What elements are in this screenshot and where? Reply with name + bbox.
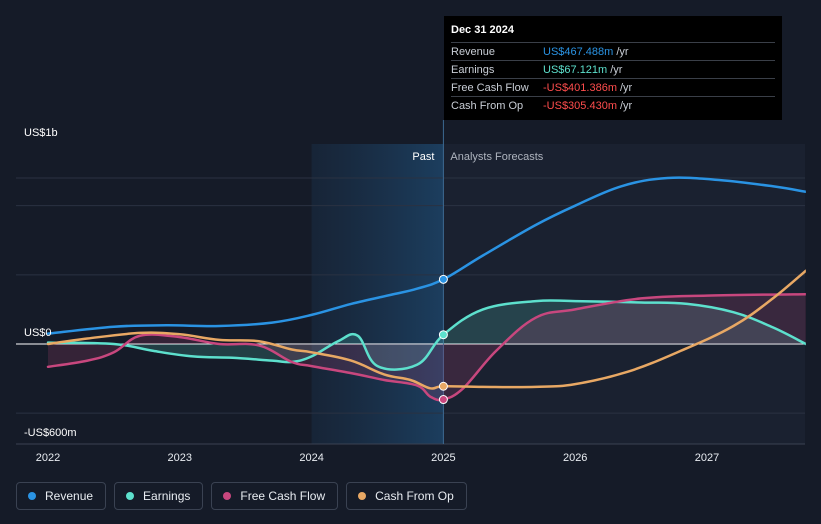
earnings-area <box>48 300 806 370</box>
tooltip-unit: /yr <box>620 81 633 94</box>
tooltip-value: -US$305.430m <box>543 99 617 112</box>
tooltip-row-revenue: Revenue US$467.488m /yr <box>451 42 775 60</box>
tooltip-unit: /yr <box>620 99 633 112</box>
earnings-dot-icon <box>126 492 135 500</box>
tooltip-label: Revenue <box>451 45 496 58</box>
free-cash-flow-area <box>48 294 806 401</box>
series-group <box>46 176 806 402</box>
past-highlight-band <box>311 144 444 444</box>
tooltip-value: US$467.488m <box>543 45 614 58</box>
revenue-marker <box>438 274 448 284</box>
past-label: Past <box>412 151 434 163</box>
x-tick-label: 2023 <box>168 452 192 464</box>
legend: Revenue Earnings Free Cash Flow Cash Fro… <box>16 482 467 510</box>
legend-item-revenue[interactable]: Revenue <box>16 482 107 510</box>
legend-item-earnings[interactable]: Earnings <box>114 482 204 510</box>
series-lines <box>46 176 806 402</box>
tooltip-value: US$67.121m <box>543 63 608 76</box>
earnings-marker <box>438 330 448 340</box>
free-cash-flow-marker <box>438 395 448 405</box>
tooltip-date: Dec 31 2024 <box>451 24 514 36</box>
x-tick-label: 2024 <box>299 452 323 464</box>
x-tick-label: 2026 <box>563 452 587 464</box>
x-tick-label: 2022 <box>36 452 60 464</box>
tooltip-row-cash-from-op: Cash From Op -US$305.430m /yr <box>451 96 775 114</box>
legend-label: Cash From Op <box>375 489 454 503</box>
cash-from-op-marker <box>438 381 448 391</box>
tooltip-row-earnings: Earnings US$67.121m /yr <box>451 60 775 78</box>
tooltip-value: -US$401.386m <box>543 81 617 94</box>
cash-from-op-line <box>46 269 806 390</box>
legend-item-cash-from-op[interactable]: Cash From Op <box>346 482 467 510</box>
tooltip-unit: /yr <box>616 45 629 58</box>
free-cash-flow-dot-icon <box>223 492 232 500</box>
tooltip-label: Cash From Op <box>451 99 524 112</box>
revenue-line <box>46 176 806 335</box>
earnings-line <box>46 299 806 371</box>
tooltip-label: Free Cash Flow <box>451 81 529 94</box>
x-tick-label: 2027 <box>695 452 719 464</box>
y-tick-label: -US$600m <box>24 427 77 439</box>
x-tick-label: 2025 <box>431 452 455 464</box>
series-fills <box>48 294 806 401</box>
y-tick-label: US$0 <box>24 327 52 339</box>
tooltip-unit: /yr <box>610 63 623 76</box>
legend-label: Free Cash Flow <box>240 489 326 503</box>
legend-label: Earnings <box>143 489 191 503</box>
legend-item-free-cash-flow[interactable]: Free Cash Flow <box>211 482 339 510</box>
forecast-label: Analysts Forecasts <box>450 151 543 163</box>
tooltip: Dec 31 2024 Revenue US$467.488m /yr Earn… <box>444 16 782 120</box>
tooltip-row-free-cash-flow: Free Cash Flow -US$401.386m /yr <box>451 78 775 96</box>
legend-label: Revenue <box>45 489 94 503</box>
cash-from-op-dot-icon <box>358 492 367 500</box>
revenue-dot-icon <box>28 492 36 500</box>
tooltip-label: Earnings <box>451 63 495 76</box>
free-cash-flow-line <box>46 292 806 402</box>
y-tick-label: US$1b <box>24 127 58 139</box>
